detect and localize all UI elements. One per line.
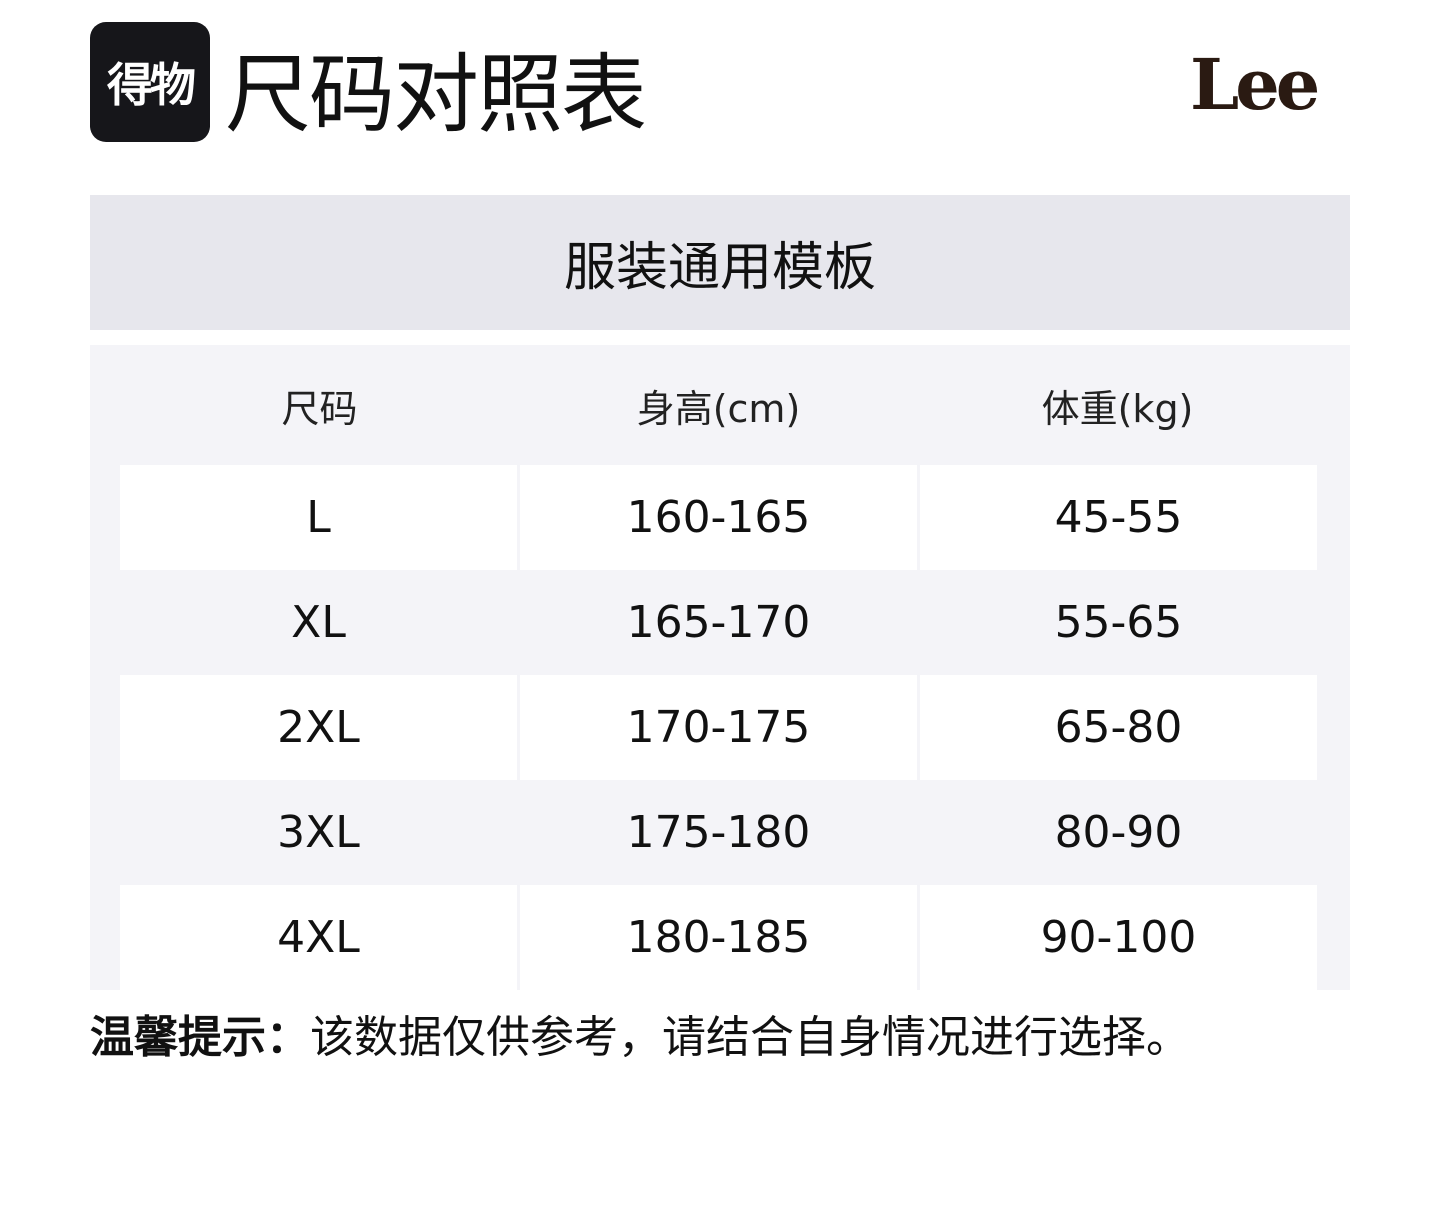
- size-table: 尺码 身高(cm) 体重(kg) L 160-165 45-55 XL 165-…: [90, 345, 1350, 990]
- col-size: 尺码: [281, 386, 358, 431]
- cell-height: 160-165: [520, 465, 917, 570]
- tip-label: 温馨提示：: [90, 1012, 310, 1063]
- table-header: 尺码 身高(cm) 体重(kg): [120, 345, 1317, 465]
- template-label: 服装通用模板: [563, 238, 876, 298]
- cell-height: 165-170: [626, 597, 811, 648]
- tip-note: 温馨提示：该数据仅供参考，请结合自身情况进行选择。: [90, 1008, 1190, 1068]
- table-row: L 160-165 45-55: [120, 465, 1317, 570]
- cell-height: 175-180: [626, 807, 811, 858]
- cell-size: 3XL: [277, 807, 360, 858]
- lee-brand-logo: Lee: [1190, 43, 1320, 126]
- cell-weight: 45-55: [920, 465, 1317, 570]
- table-row: XL 165-170 55-65: [120, 570, 1317, 675]
- page-title: 尺码对照表: [225, 45, 647, 145]
- cell-height: 180-185: [520, 885, 917, 990]
- col-weight: 体重(kg): [1041, 386, 1194, 431]
- col-height: 身高(cm): [636, 386, 801, 431]
- cell-size: 2XL: [120, 675, 517, 780]
- cell-size: L: [120, 465, 517, 570]
- tip-text: 该数据仅供参考，请结合自身情况进行选择。: [310, 1012, 1190, 1063]
- cell-size: XL: [291, 597, 346, 648]
- cell-size: 4XL: [120, 885, 517, 990]
- cell-weight: 90-100: [920, 885, 1317, 990]
- table-row: 2XL 170-175 65-80: [120, 675, 1317, 780]
- cell-weight: 55-65: [1054, 597, 1183, 648]
- template-band: 服装通用模板: [90, 195, 1350, 330]
- table-row: 4XL 180-185 90-100: [120, 885, 1317, 990]
- cell-height: 170-175: [520, 675, 917, 780]
- cell-weight: 65-80: [920, 675, 1317, 780]
- dewu-logo: 得物: [90, 22, 210, 142]
- table-row: 3XL 175-180 80-90: [120, 780, 1317, 885]
- cell-weight: 80-90: [1054, 807, 1183, 858]
